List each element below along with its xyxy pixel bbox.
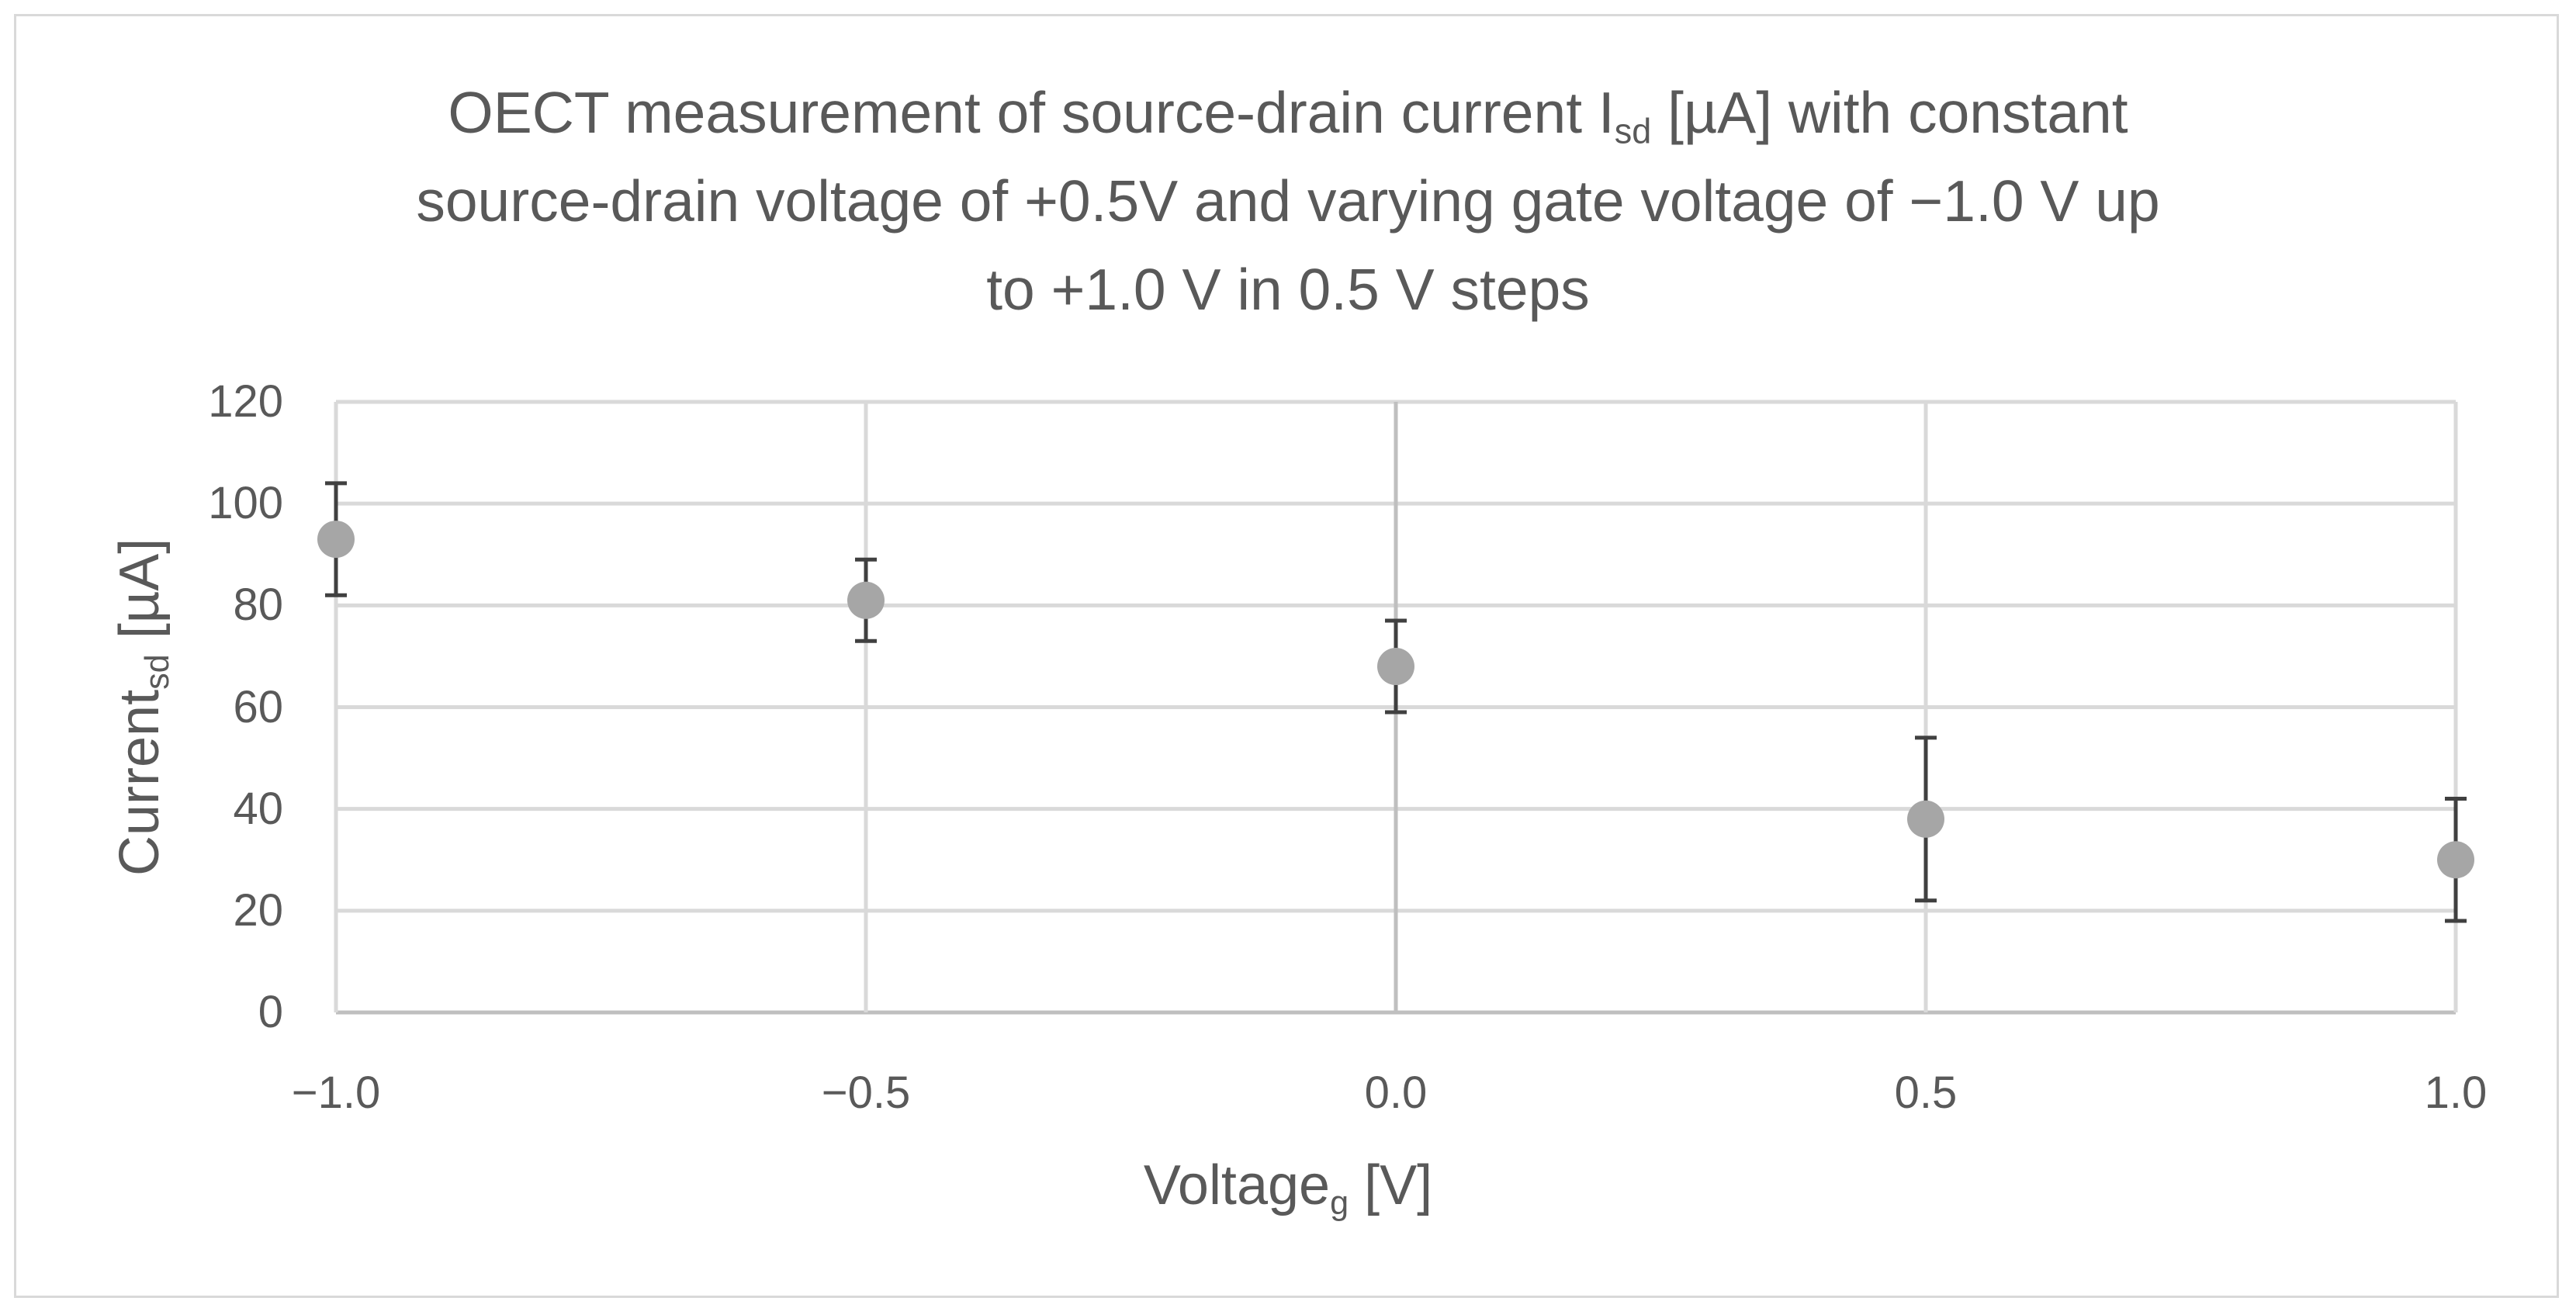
title-line-3: to +1.0 V in 0.5 V steps (986, 257, 1590, 322)
data-point (1377, 648, 1414, 686)
y-tick-label: 80 (233, 580, 283, 631)
y-axis-label: Currentsd [µA] (109, 538, 176, 877)
x-tick-label: −1.0 (291, 1068, 381, 1118)
data-point (317, 521, 355, 559)
y-tick-label: 40 (233, 783, 283, 834)
y-tick-label: 0 (258, 987, 283, 1037)
data-point (2437, 841, 2474, 879)
x-tick-label: 0.0 (1364, 1068, 1428, 1118)
y-tick-label: 60 (233, 681, 283, 732)
y-tick-label: 100 (208, 478, 283, 529)
x-tick-label: 0.5 (1894, 1068, 1958, 1118)
title-line-1: OECT measurement of source-drain current… (448, 80, 2128, 151)
title-line-2: source-drain voltage of +0.5V and varyin… (416, 168, 2160, 234)
x-tick-label: −0.5 (821, 1068, 911, 1118)
data-point (847, 581, 885, 619)
chart-frame (14, 14, 2559, 1298)
y-tick-label: 120 (208, 376, 283, 427)
y-tick-label: 20 (233, 884, 283, 936)
x-tick-label: 1.0 (2424, 1068, 2488, 1118)
x-axis-label: Voltageg [V] (1143, 1154, 1433, 1222)
chart-title: OECT measurement of source-drain current… (0, 68, 2576, 334)
data-point (1907, 800, 1944, 838)
